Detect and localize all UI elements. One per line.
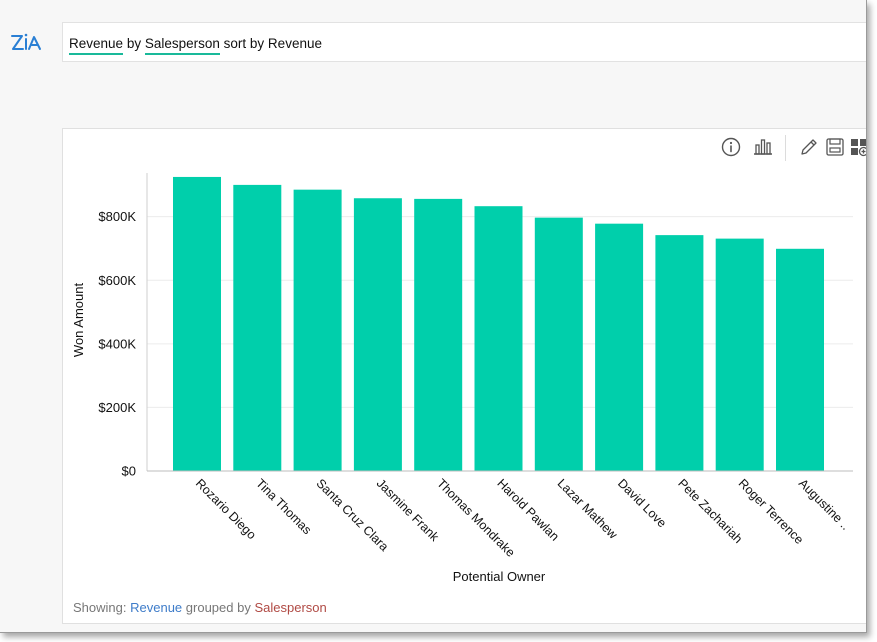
y-tick-label: $600K <box>98 273 136 288</box>
y-axis-ticks: $0 $200K $400K $600K $800K <box>98 209 136 478</box>
bar[interactable] <box>414 198 463 471</box>
bar[interactable] <box>474 206 523 471</box>
footer-middle: grouped by <box>185 600 251 615</box>
query-token-by: by <box>126 36 142 51</box>
bar[interactable] <box>534 217 583 471</box>
y-tick-label: $200K <box>98 400 136 415</box>
x-axis-title: Potential Owner <box>453 569 546 584</box>
zia-logo-icon <box>11 33 41 50</box>
y-axis-title: Won Amount <box>71 283 86 358</box>
edit-icon[interactable] <box>797 135 821 159</box>
footer-measure-link[interactable]: Revenue <box>130 600 183 615</box>
x-tick-label: Harold Pawlan <box>494 476 561 543</box>
bar[interactable] <box>776 248 824 471</box>
x-tick-label: Jasmine Frank <box>374 476 442 544</box>
chart-type-icon[interactable] <box>751 135 775 159</box>
y-tick-label: $400K <box>98 336 136 351</box>
x-tick-label: Rozario Diego <box>193 476 259 542</box>
x-tick-label: Tina Thomas <box>253 476 314 537</box>
y-tick-label: $800K <box>98 209 136 224</box>
bar[interactable] <box>595 223 644 471</box>
x-tick-label: David Love <box>615 476 669 530</box>
footer-prefix: Showing: <box>73 600 127 615</box>
chart-footer: Showing: Revenue grouped by Salesperson <box>73 600 327 615</box>
bar-chart: $0 $200K $400K $600K $800K Rozario DiegoTina… <box>71 173 853 584</box>
toolbar-divider <box>785 135 786 161</box>
bar[interactable] <box>293 189 342 472</box>
bar[interactable] <box>715 238 764 471</box>
query-text: Revenue by Salesperson sort by Revenue <box>69 36 322 55</box>
ask-zia-query-input[interactable]: Revenue by Salesperson sort by Revenue <box>62 22 866 62</box>
bar[interactable] <box>233 184 282 471</box>
query-token-measure[interactable]: Revenue <box>69 36 124 55</box>
app-window: Revenue by Salesperson sort by Revenue <box>0 0 867 633</box>
x-tick-label: Pete Zachariah <box>675 476 745 546</box>
chart-card: $0 $200K $400K $600K $800K Rozario Diego Tina… <box>62 128 866 624</box>
x-tick-label: Roger Terrence <box>736 476 807 547</box>
query-token-dimension[interactable]: Salesperson <box>144 36 220 55</box>
y-tick-label: $0 <box>122 464 136 479</box>
bar[interactable] <box>173 176 221 471</box>
footer-dimension-link[interactable]: Salesperson <box>254 600 327 615</box>
add-to-dashboard-icon[interactable] <box>847 135 866 159</box>
chart-toolbar <box>697 135 866 161</box>
x-tick-label: Augustine .. <box>796 476 853 533</box>
query-token-sort: sort by Revenue <box>223 36 322 51</box>
bar[interactable] <box>353 198 402 471</box>
bars <box>173 176 824 472</box>
x-tick-label: Lazar Mathew <box>555 476 621 542</box>
info-icon[interactable] <box>719 135 743 159</box>
bar[interactable] <box>655 235 704 471</box>
save-icon[interactable] <box>823 135 847 159</box>
